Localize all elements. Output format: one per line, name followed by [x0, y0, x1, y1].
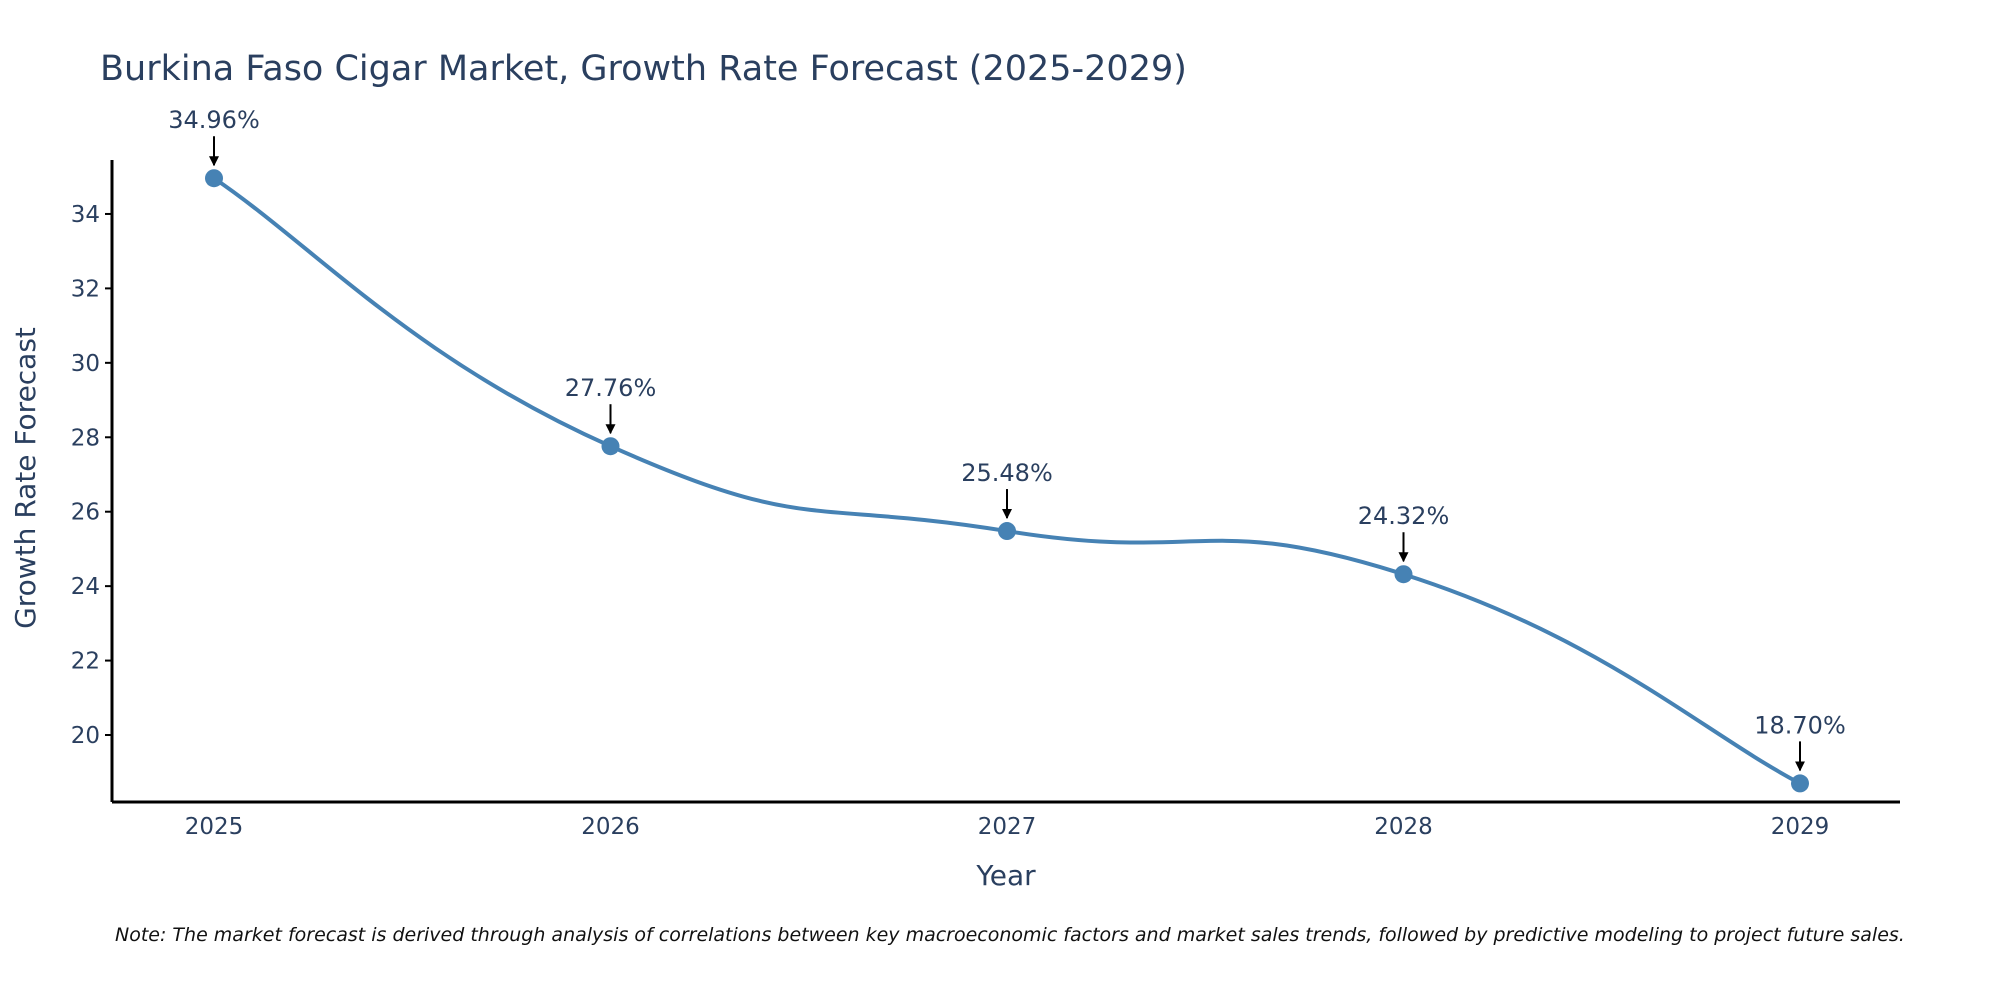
- y-tick-label: 28: [71, 425, 100, 451]
- data-label-2029: 18.70%: [1754, 711, 1846, 739]
- data-point-2028: [1394, 565, 1413, 584]
- x-axis-title: Year: [975, 859, 1036, 892]
- x-tick-label: 2026: [581, 814, 640, 840]
- y-axis-ticks: 20 22 24 26 28 30 32 34: [71, 202, 112, 749]
- data-label-2027: 25.48%: [961, 459, 1053, 487]
- data-point-2026: [601, 437, 620, 456]
- y-axis-title: Growth Rate Forecast: [9, 327, 42, 629]
- footnote: Note: The market forecast is derived thr…: [115, 924, 1905, 946]
- y-tick-label: 24: [71, 574, 100, 600]
- data-labels: 34.96% 27.76% 25.48% 24.32% 18.70%: [168, 106, 1846, 772]
- data-point-2025: [205, 169, 223, 188]
- data-points: [205, 169, 1809, 793]
- x-tick-label: 2027: [978, 814, 1037, 840]
- chart-title: Burkina Faso Cigar Market, Growth Rate F…: [100, 49, 1187, 89]
- data-label-2025: 34.96%: [168, 106, 260, 134]
- y-tick-label: 20: [71, 723, 100, 749]
- y-tick-label: 22: [71, 649, 100, 675]
- data-label-2026: 27.76%: [565, 374, 657, 402]
- x-tick-label: 2029: [1771, 814, 1830, 840]
- x-axis-ticks: 2025 2026 2027 2028 2029: [185, 814, 1830, 840]
- y-tick-label: 32: [71, 276, 100, 302]
- y-tick-label: 30: [71, 351, 100, 377]
- y-tick-label: 26: [71, 500, 100, 526]
- x-tick-label: 2028: [1374, 814, 1433, 840]
- data-label-2028: 24.32%: [1358, 502, 1450, 530]
- data-point-2029: [1791, 774, 1809, 793]
- data-point-2027: [998, 522, 1016, 541]
- y-tick-label: 34: [71, 202, 100, 228]
- x-tick-label: 2025: [185, 814, 244, 840]
